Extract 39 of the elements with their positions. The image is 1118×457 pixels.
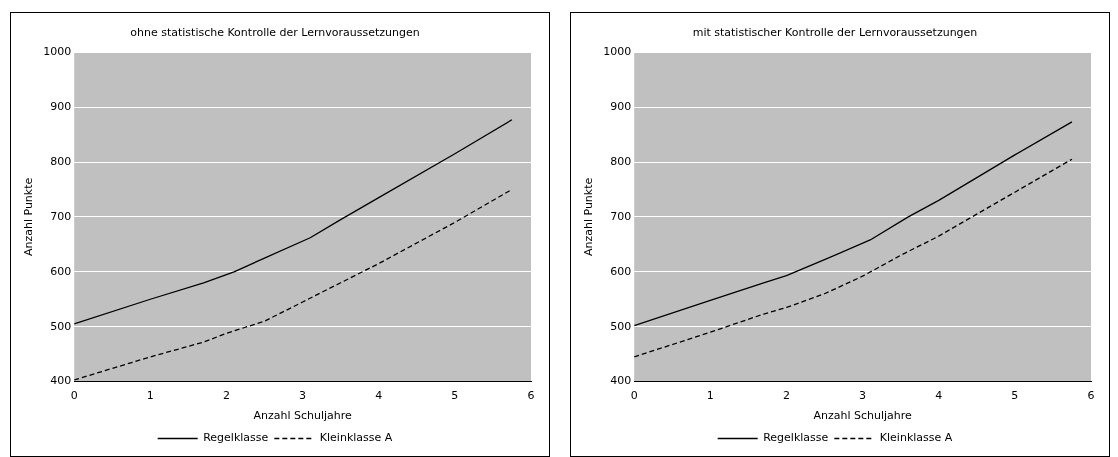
line-series: [634, 158, 1073, 358]
x-tick-label: 6: [1087, 389, 1095, 403]
x-tick-label: 1: [146, 389, 154, 403]
y-axis-title: Anzahl Punkte: [22, 177, 36, 257]
y-axis-title: Anzahl Punkte: [582, 177, 596, 257]
y-tick-label: 900: [610, 99, 632, 113]
y-tick-label: 400: [610, 374, 632, 388]
x-tick-label: 5: [1011, 389, 1019, 403]
x-axis-title: Anzahl Schuljahre: [813, 409, 913, 423]
x-tick-label: 3: [299, 389, 307, 403]
legend-label: Regelklasse: [203, 431, 269, 445]
x-tick-label: 1: [706, 389, 714, 403]
y-tick-label: 600: [610, 264, 632, 278]
y-tick-label: 1000: [603, 45, 632, 59]
x-tick-label: 0: [630, 389, 638, 403]
y-tick-label: 1000: [43, 45, 72, 59]
x-tick-label: 4: [375, 389, 383, 403]
y-tick-label: 500: [50, 319, 72, 333]
legend-label: Kleinklasse A: [879, 431, 953, 445]
y-tick-label: 900: [50, 99, 72, 113]
legend-label: Regelklasse: [763, 431, 829, 445]
y-tick-label: 400: [50, 374, 72, 388]
x-axis-title: Anzahl Schuljahre: [253, 409, 353, 423]
chart-title: ohne statistische Kontrolle der Lernvoraussetzungen: [130, 26, 420, 40]
y-tick-label: 600: [50, 264, 72, 278]
y-tick-label: 800: [50, 154, 72, 168]
x-tick-label: 2: [222, 389, 230, 403]
y-tick-label: 700: [50, 209, 72, 223]
x-tick-label: 3: [859, 389, 867, 403]
x-tick-label: 4: [935, 389, 943, 403]
y-tick-label: 800: [610, 154, 632, 168]
x-tick-label: 0: [70, 389, 78, 403]
x-tick-label: 6: [527, 389, 535, 403]
legend-label: Kleinklasse A: [319, 431, 393, 445]
x-tick-label: 2: [782, 389, 790, 403]
y-tick-label: 500: [610, 319, 632, 333]
y-tick-label: 700: [610, 209, 632, 223]
chart-title: mit statistischer Kontrolle der Lernvoraussetzungen: [692, 26, 978, 40]
x-tick-label: 5: [451, 389, 459, 403]
